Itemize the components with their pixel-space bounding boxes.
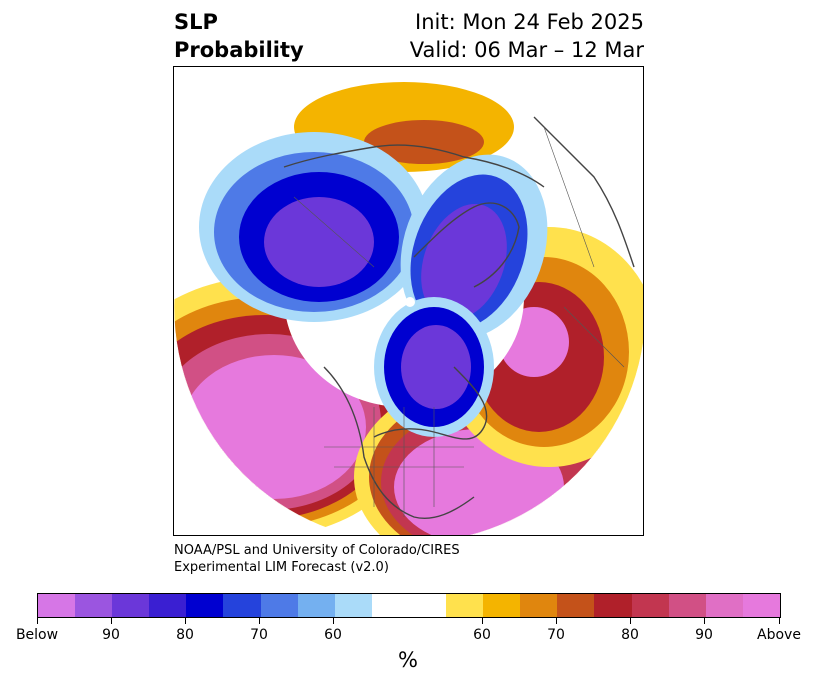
title-probability: Probability (174, 38, 304, 62)
coastlines (283, 116, 635, 519)
colorbar-tick (482, 618, 483, 624)
colorbar-swatch (446, 594, 484, 617)
colorbar-swatch (149, 594, 187, 617)
colorbar-tick (259, 618, 260, 624)
colorbar-tick (333, 618, 334, 624)
colorbar-swatch (408, 594, 447, 617)
colorbar-swatch (112, 594, 150, 617)
borders (293, 126, 625, 517)
colorbar-swatch (38, 594, 76, 617)
valid-range: Valid: 06 Mar – 12 Mar (409, 38, 644, 62)
colorbar-swatch (742, 594, 780, 617)
colorbar-swatch (260, 594, 298, 617)
colorbar-swatch (371, 594, 409, 617)
init-date: Init: Mon 24 Feb 2025 (415, 10, 644, 34)
colorbar-swatch (520, 594, 558, 617)
colorbar-swatch (223, 594, 261, 617)
colorbar-swatch (705, 594, 743, 617)
title-slp: SLP (174, 10, 218, 34)
colorbar-swatch (483, 594, 521, 617)
colorbar-tick-label: 70 (250, 627, 268, 643)
credit-line2: Experimental LIM Forecast (v2.0) (174, 560, 389, 575)
colorbar-swatch (631, 594, 669, 617)
colorbar-tick-label: 60 (324, 627, 342, 643)
colorbar-tick (37, 618, 38, 624)
colorbar-tick (185, 618, 186, 624)
colorbar-tick-label: 60 (473, 627, 491, 643)
colorbar-swatch (557, 594, 595, 617)
colorbar-tick-label: Above (757, 627, 801, 643)
colorbar-swatch (334, 594, 372, 617)
title-left: SLP Probability (174, 8, 304, 64)
colorbar-tick (630, 618, 631, 624)
colorbar-tick (704, 618, 705, 624)
colorbar-tick-label: 90 (102, 627, 120, 643)
colorbar-tick-label: 80 (621, 627, 639, 643)
colorbar (37, 593, 781, 618)
colorbar-tick-label: Below (15, 627, 59, 643)
colorbar-tick-label: 90 (695, 627, 713, 643)
credit: NOAA/PSL and University of Colorado/CIRE… (174, 542, 460, 576)
colorbar-tick (556, 618, 557, 624)
title-right: Init: Mon 24 Feb 2025 Valid: 06 Mar – 12… (410, 8, 644, 64)
colorbar-swatch (594, 594, 632, 617)
colorbar-tick-label: 70 (547, 627, 565, 643)
colorbar-swatch (297, 594, 335, 617)
colorbar-swatch (186, 594, 224, 617)
colorbar-swatch (75, 594, 113, 617)
colorbar-tick-label: 80 (176, 627, 194, 643)
colorbar-tick (779, 618, 780, 624)
credit-line1: NOAA/PSL and University of Colorado/CIRE… (174, 543, 460, 558)
probability-field (174, 71, 643, 535)
colorbar-unit: % (398, 648, 418, 672)
map-canvas (174, 67, 643, 535)
colorbar-swatch (668, 594, 706, 617)
colorbar-tick (111, 618, 112, 624)
probability-map (173, 66, 644, 536)
